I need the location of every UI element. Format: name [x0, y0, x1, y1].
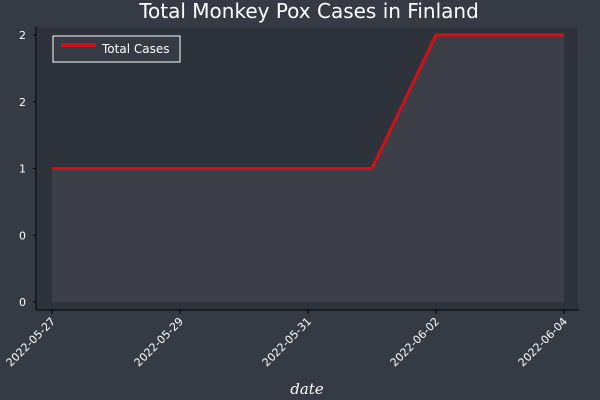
x-axis-ticks: 2022-05-27 2022-05-29 2022-05-31 2022-06-02… — [4, 310, 570, 369]
x-tick-label: 2022-06-02 — [388, 315, 442, 369]
y-tick-label: 0 — [19, 296, 26, 309]
x-axis-label: date — [290, 380, 324, 398]
y-tick-label: 2 — [19, 29, 26, 42]
x-tick-label: 2022-06-04 — [516, 315, 570, 369]
x-tick-label: 2022-05-27 — [4, 315, 58, 369]
x-tick-label: 2022-05-31 — [260, 315, 314, 369]
legend: Total Cases — [52, 35, 181, 63]
y-axis-ticks: 0 0 1 2 2 — [19, 29, 36, 309]
y-tick-label: 2 — [19, 96, 26, 109]
legend-box — [52, 35, 181, 63]
y-tick-label: 1 — [19, 163, 26, 176]
chart-title: Total Monkey Pox Cases in Finland — [138, 0, 479, 23]
series-line-total-cases — [52, 33, 564, 170]
legend-label-total-cases: Total Cases — [101, 42, 169, 56]
x-tick-label: 2022-05-29 — [132, 315, 186, 369]
y-tick-label: 0 — [19, 229, 26, 242]
